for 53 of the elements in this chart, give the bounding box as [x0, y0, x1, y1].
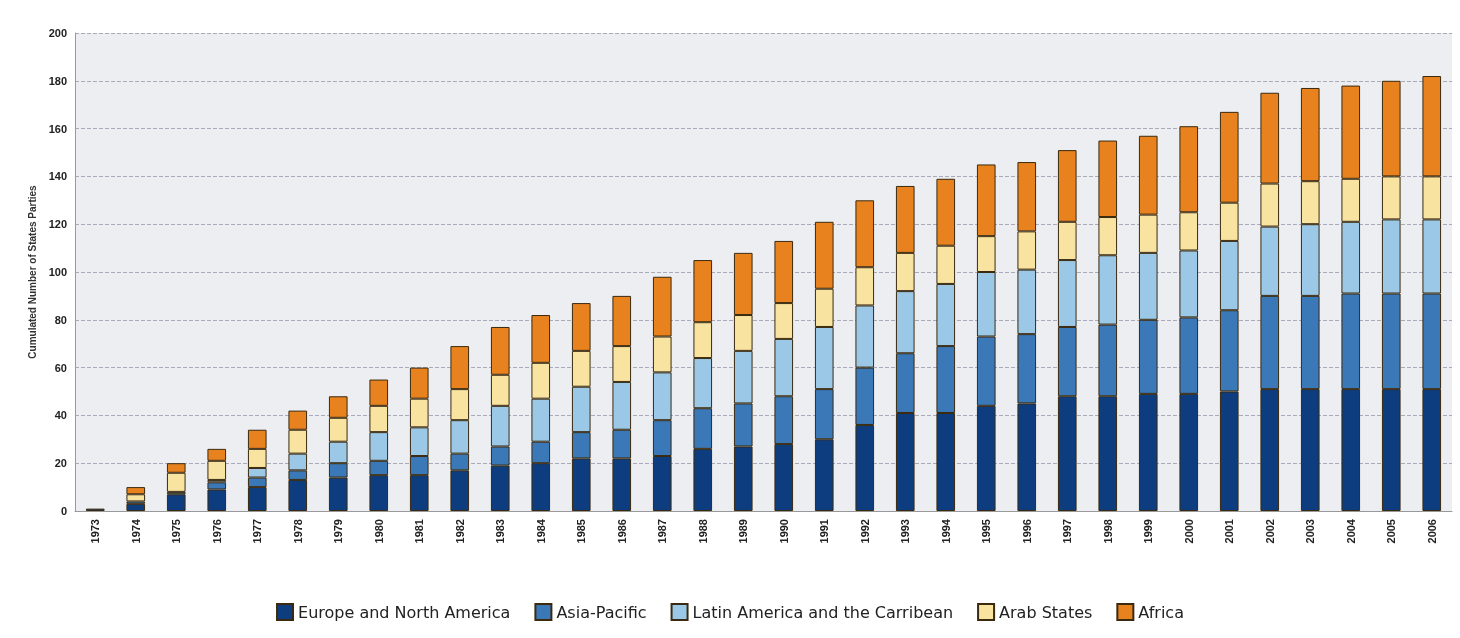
y-tick-label: 80	[54, 313, 67, 326]
x-tick-label: 1993	[899, 519, 912, 544]
y-tick-label: 40	[54, 409, 67, 422]
y-tick-label: 160	[48, 122, 67, 135]
x-tick-label: 2005	[1385, 519, 1398, 544]
x-tick-label: 1984	[534, 518, 547, 544]
x-tick-label: 1990	[777, 519, 790, 544]
x-tick-label: 1983	[494, 519, 507, 544]
x-tick-label: 1999	[1142, 519, 1155, 544]
bar	[166, 494, 186, 511]
x-tick-label: 1980	[372, 519, 385, 544]
y-axis-title: Cumulated Number of States Parties	[26, 184, 38, 359]
x-tick-label: 1995	[980, 519, 993, 544]
y-tick-label: 120	[48, 218, 67, 231]
x-tick-label: 2003	[1304, 519, 1317, 544]
legend-label: Asia-Pacific	[556, 602, 647, 622]
y-tick-label: 180	[48, 74, 67, 87]
x-tick-label: 1973	[89, 519, 102, 544]
x-tick-label: 1998	[1101, 519, 1114, 544]
x-tick-label: 1996	[1020, 519, 1033, 544]
x-tick-label: 1977	[251, 519, 264, 544]
x-tick-label: 1974	[129, 518, 142, 544]
x-tick-label: 2000	[1182, 519, 1195, 544]
x-tick-label: 2001	[1223, 519, 1236, 544]
y-tick-label: 140	[48, 170, 67, 183]
legend-label: Europe and North America	[298, 602, 511, 622]
x-tick-label: 1979	[332, 519, 345, 544]
x-tick-label: 1987	[656, 519, 669, 544]
x-tick-label: 1994	[939, 518, 952, 544]
x-tick-label: 1981	[413, 519, 426, 544]
x-tick-label: 1997	[1061, 519, 1074, 544]
legend-label: Arab States	[999, 602, 1093, 622]
x-tick-label: 1989	[737, 519, 750, 544]
x-tick-label: 1986	[615, 519, 628, 544]
y-tick-label: 0	[60, 505, 67, 517]
x-tick-label: 2004	[1344, 518, 1357, 544]
x-tick-label: 1992	[858, 519, 871, 544]
bar	[126, 503, 146, 511]
x-tick-label: 1985	[575, 519, 588, 544]
x-tick-label: 2006	[1425, 519, 1438, 544]
y-tick-label: 20	[54, 457, 67, 470]
legend-label: Africa	[1138, 602, 1184, 622]
x-tick-label: 1988	[696, 519, 709, 544]
x-tick-label: 1991	[818, 519, 831, 544]
x-tick-label: 1978	[291, 519, 304, 544]
x-tick-label: 1975	[170, 519, 183, 544]
legend-label: Latin America and the Carribean	[692, 602, 954, 622]
y-tick-label: 60	[54, 361, 67, 374]
x-tick-label: 2002	[1263, 519, 1276, 544]
x-tick-label: 1976	[210, 519, 223, 544]
x-tick-label: 1982	[453, 519, 466, 544]
y-tick-label: 200	[48, 27, 67, 39]
y-tick-label: 100	[48, 266, 67, 278]
